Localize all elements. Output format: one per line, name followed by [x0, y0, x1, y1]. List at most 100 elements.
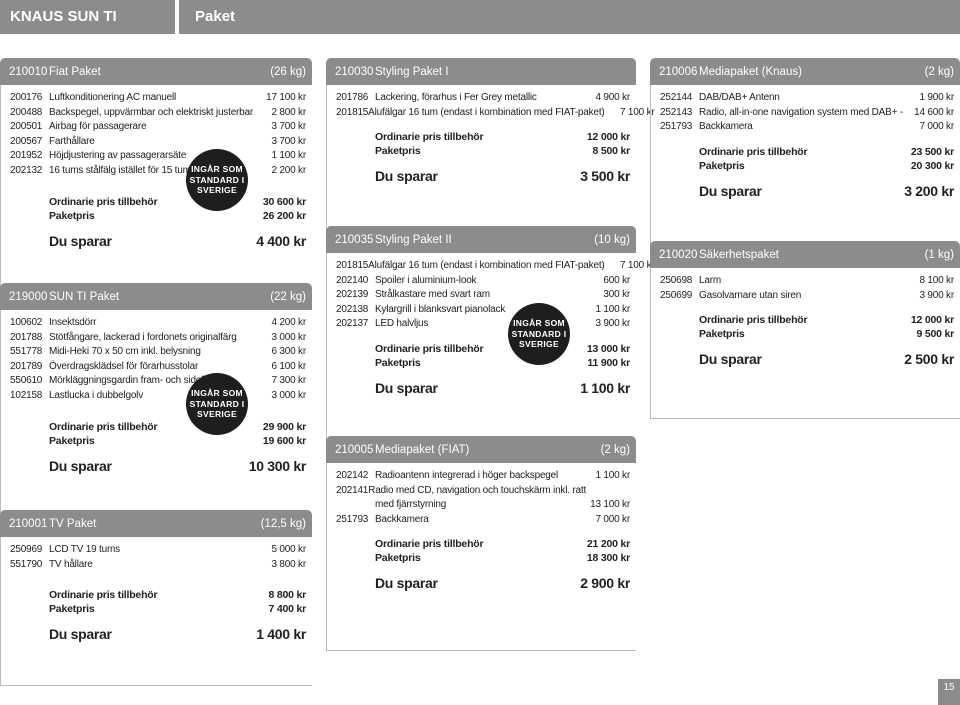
package-body: 200176 Luftkonditionering AC manuell 17 10…	[0, 85, 312, 299]
package-styling-2: 210035 Styling Paket II (10 kg) 201815 Alufä…	[326, 226, 655, 447]
package-media-fiat: 210005 Mediapaket (FIAT) (2 kg) 202142 Radio…	[326, 436, 636, 651]
item-description: Höjdjustering av passagerarsäte	[49, 150, 187, 162]
item-code: 102158	[10, 389, 43, 401]
package-weight: (2 kg)	[600, 443, 630, 456]
ordinarie-label: Ordinarie pris tillbehör	[49, 195, 158, 208]
package-code: 210006	[659, 65, 698, 78]
item-code: 201815	[336, 106, 369, 118]
item-list: 252144 DAB/DAB+ Antenn 1 900 kr 252143 Radio…	[660, 85, 954, 135]
du-sparar-value: 2 900 kr	[580, 575, 630, 592]
package-body: 252144 DAB/DAB+ Antenn 1 900 kr 252143 Radio…	[650, 85, 960, 251]
du-sparar-value: 1 100 kr	[580, 379, 630, 396]
price-summary: Ordinarie pris tillbehör 12 000 kr Paketpr…	[336, 130, 630, 185]
brand-title: KNAUS SUN TI	[0, 0, 175, 34]
package-styling-1: 210030 Styling Paket I 201786 Lackering, fö…	[326, 58, 655, 236]
package-code: 210010	[9, 65, 48, 78]
item-list: 201815 Alufälgar 16 tum (endast i kombina…	[336, 253, 655, 332]
du-sparar-label: Du sparar	[49, 457, 112, 474]
item-row: 201815 Alufälgar 16 tum (endast i kombina…	[336, 259, 655, 274]
item-description: Farthållare	[49, 135, 95, 147]
item-description: LED halvljus	[375, 318, 429, 330]
paketpris-label: Paketpris	[375, 356, 421, 369]
item-price: 6 300 kr	[271, 346, 306, 358]
ordinarie-value: 8 800 kr	[268, 589, 306, 602]
paketpris-row: Paketpris 11 900 kr	[375, 356, 630, 370]
du-sparar-label: Du sparar	[375, 575, 438, 592]
du-sparar-label: Du sparar	[699, 182, 762, 199]
du-sparar-row: Du sparar 2 900 kr	[375, 574, 630, 592]
du-sparar-value: 4 400 kr	[256, 232, 306, 249]
ordinarie-row: Ordinarie pris tillbehör 12 000 kr	[699, 313, 954, 327]
item-code: 200501	[10, 121, 43, 133]
price-summary: Ordinarie pris tillbehör 23 500 kr Paketpr…	[660, 145, 954, 200]
item-price	[586, 484, 636, 499]
price-summary: Ordinarie pris tillbehör 13 000 kr Paketpr…	[336, 342, 630, 397]
package-sakerhet: 210020 Säkerhetspaket (1 kg) 250698 Larm 8 10…	[650, 241, 960, 419]
item-price: 1 900 kr	[919, 92, 954, 103]
package-header: 210006 Mediapaket (Knaus) (2 kg)	[650, 58, 960, 85]
price-summary: Ordinarie pris tillbehör 12 000 kr Paketpr…	[660, 313, 954, 368]
item-row: 250698 Larm 8 100 kr	[660, 274, 954, 289]
package-body: 250698 Larm 8 100 kr 250699 Gasolvarnare uta…	[650, 268, 960, 419]
du-sparar-row: Du sparar 3 200 kr	[699, 182, 954, 200]
package-code: 210030	[335, 65, 374, 78]
item-row: 252143 Radio, all-in-one navigation syste…	[660, 106, 954, 121]
item-price: 7 000 kr	[595, 513, 630, 525]
item-price: 600 kr	[603, 274, 630, 286]
package-code: 210035	[335, 233, 374, 246]
ordinarie-value: 30 600 kr	[262, 195, 306, 208]
item-code: 250699	[660, 289, 693, 301]
item-list: 201786 Lackering, förarhus i Fer Grey met…	[336, 85, 655, 120]
package-name: Fiat Paket	[49, 65, 101, 78]
item-description: Lastlucka i dubbelgolv	[49, 389, 143, 401]
price-summary: Ordinarie pris tillbehör 21 200 kr Paketpr…	[336, 537, 630, 592]
package-weight: (12,5 kg)	[260, 517, 306, 530]
price-summary: Ordinarie pris tillbehör 29 900 kr Paketpr…	[10, 420, 306, 475]
ordinarie-label: Ordinarie pris tillbehör	[49, 589, 158, 602]
item-description: Lackering, förarhus i Fer Grey metallic	[375, 92, 537, 103]
package-weight: (1 kg)	[924, 248, 954, 261]
item-price: 14 600 kr	[914, 106, 954, 118]
badge-line-1: INGÅR SOM	[513, 318, 565, 329]
package-media-knaus: 210006 Mediapaket (Knaus) (2 kg) 252144 DAB/…	[650, 58, 960, 251]
ordinarie-label: Ordinarie pris tillbehör	[699, 145, 808, 158]
item-description: 16 tums stålfälg istället för 15 tum	[49, 164, 191, 176]
item-price: 7 000 kr	[919, 121, 954, 133]
package-weight: (26 kg)	[270, 65, 306, 78]
item-description: Mörkläggningsgardin fram- och sidofönste…	[49, 375, 231, 387]
item-code: 202137	[336, 318, 369, 330]
item-price: 3 900 kr	[595, 318, 630, 330]
ordinarie-row: Ordinarie pris tillbehör 23 500 kr	[699, 145, 954, 159]
package-code: 210001	[9, 517, 48, 530]
item-row: 102158 Lastlucka i dubbelgolv 3 000 kr	[10, 389, 306, 404]
standard-badge: INGÅR SOM STANDARD I SVERIGE	[186, 149, 248, 211]
item-description: Radio, all-in-one navigation system med …	[699, 106, 903, 118]
du-sparar-row: Du sparar 1 100 kr	[375, 379, 630, 397]
package-weight: (2 kg)	[924, 65, 954, 78]
paketpris-row: Paketpris 9 500 kr	[699, 327, 954, 341]
badge-line-3: SVERIGE	[197, 409, 237, 420]
package-fiat: 210010 Fiat Paket (26 kg) 200176 Luftkonditi…	[0, 58, 312, 299]
item-description: Stötfångare, lackerad i fordonets origin…	[49, 331, 237, 343]
paketpris-row: Paketpris 26 200 kr	[49, 209, 306, 223]
ordinarie-row: Ordinarie pris tillbehör 13 000 kr	[375, 342, 630, 356]
paketpris-label: Paketpris	[49, 603, 95, 616]
paketpris-label: Paketpris	[49, 434, 95, 447]
badge-line-1: INGÅR SOM	[191, 388, 243, 399]
paketpris-row: Paketpris 7 400 kr	[49, 602, 306, 616]
item-row: 200567 Farthållare 3 700 kr	[10, 135, 306, 150]
item-row: 202141 Radio med CD, navigation och touch…	[336, 484, 630, 499]
item-row: 200176 Luftkonditionering AC manuell 17 10…	[10, 91, 306, 106]
du-sparar-row: Du sparar 10 300 kr	[49, 457, 306, 475]
item-code: 200176	[10, 92, 43, 103]
ordinarie-label: Ordinarie pris tillbehör	[375, 342, 484, 355]
item-price: 300 kr	[603, 289, 630, 301]
package-body: 201815 Alufälgar 16 tum (endast i kombina…	[326, 253, 655, 447]
item-row: 201952 Höjdjustering av passagerarsäte 1 1…	[10, 149, 306, 164]
item-price: 5 000 kr	[271, 544, 306, 555]
item-code: 251793	[660, 121, 693, 133]
item-code: 201789	[10, 360, 43, 372]
item-code: 202139	[336, 289, 369, 301]
paketpris-label: Paketpris	[699, 328, 745, 341]
item-description: Airbag för passagerare	[49, 121, 147, 133]
